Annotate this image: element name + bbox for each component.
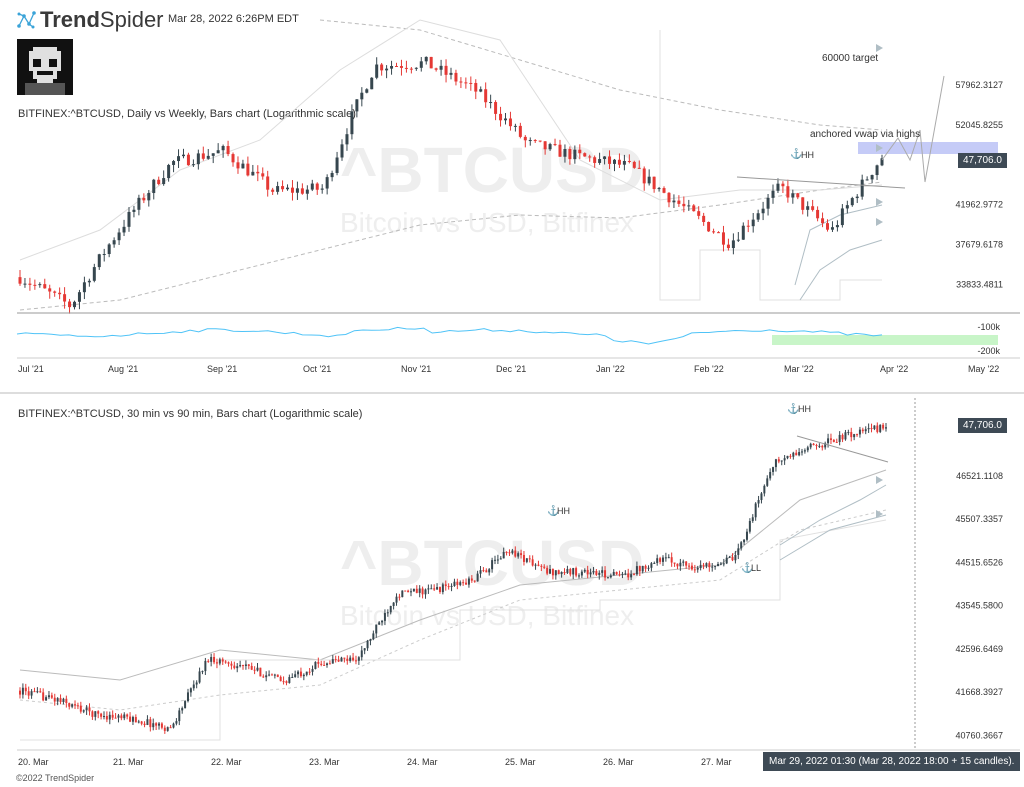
trendspider-logo: TrendSpider	[16, 6, 164, 34]
x-tick-label: 25. Mar	[505, 757, 536, 767]
spider-network-icon	[17, 11, 36, 29]
svg-text:⚓: ⚓	[790, 147, 802, 160]
oscillator-tick-label: -100k	[977, 322, 1000, 332]
ll-label-bottom: LL	[751, 563, 761, 573]
hh-label-top: HH	[801, 150, 814, 160]
projection-path	[881, 75, 945, 183]
y-tick-label: 44515.6526	[955, 557, 1003, 567]
bottom-y-axis: 46521.1108 45507.3357 44515.6526 43545.5800…	[955, 471, 1003, 741]
y-tick-label: 33833.4811	[956, 279, 1003, 289]
x-tick-label: Apr '22	[880, 364, 908, 374]
top-price-bars	[18, 56, 884, 314]
timestamp: Mar 28, 2022 6:26PM EDT	[168, 13, 299, 25]
hh-label-bottom-1: HH	[798, 404, 811, 414]
top-chart-label: BITFINEX:^BTCUSD, Daily vs Weekly, Bars …	[18, 108, 356, 120]
bottom-watermark-name: Bitcoin vs USD, Bitfinex	[340, 600, 634, 631]
x-tick-label: Feb '22	[694, 364, 724, 374]
y-tick-label: 52045.8255	[955, 120, 1003, 130]
bottom-indicator-lines	[19, 469, 887, 741]
svg-text:⚓: ⚓	[547, 504, 559, 517]
svg-text:⚓: ⚓	[787, 402, 799, 415]
bottom-chart-label: BITFINEX:^BTCUSD, 30 min vs 90 min, Bars…	[18, 408, 363, 420]
top-y-axis: 57962.3127 52045.8255 41962.9772 37679.6178…	[955, 80, 1003, 356]
y-tick-label: 40760.3667	[955, 730, 1003, 740]
bottom-last-price: 47,706.0	[958, 418, 1007, 433]
brand-spider: Spider	[99, 7, 164, 32]
x-tick-label: Dec '21	[496, 364, 526, 374]
oscillator-tick-label: -200k	[977, 346, 1000, 356]
x-tick-label: 21. Mar	[113, 757, 144, 767]
resistance-line-bottom	[796, 435, 889, 463]
oscillator-band	[772, 335, 998, 345]
x-tick-label: 27. Mar	[701, 757, 732, 767]
anchor-icon: ⚓	[741, 561, 753, 574]
top-last-price: 47,706.0	[958, 153, 1007, 168]
y-tick-label: 57962.3127	[955, 80, 1003, 90]
brand-trend: Trend	[40, 7, 100, 32]
top-watermark-name: Bitcoin vs USD, Bitfinex	[340, 207, 634, 238]
bottom-price-bars	[19, 422, 887, 734]
y-tick-label: 42596.6469	[955, 644, 1003, 654]
anchor-icon: ⚓	[787, 402, 799, 415]
x-tick-label: Nov '21	[401, 364, 431, 374]
bottom-x-axis: 20. Mar 21. Mar 22. Mar 23. Mar 24. Mar 25. M…	[17, 749, 1020, 767]
y-tick-label: 41668.3927	[955, 687, 1003, 697]
avatar	[17, 39, 73, 95]
price-bar-body	[430, 588, 433, 590]
y-tick-label: 43545.5800	[955, 601, 1003, 611]
vwap-annotation: anchored vwap via highs	[810, 129, 920, 140]
arrow-markers	[876, 44, 883, 226]
x-tick-label: Sep '21	[207, 364, 237, 374]
candle-tooltip: Mar 29, 2022 01:30 (Mar 28, 2022 18:00 +…	[763, 752, 1021, 771]
top-x-axis: Jul '21 Aug '21 Sep '21 Oct '21 Nov '21 Dec '…	[17, 357, 1020, 374]
y-tick-label: 45507.3357	[955, 514, 1003, 524]
hh-label-bottom-2: HH	[557, 506, 570, 516]
x-tick-label: Mar '22	[784, 364, 814, 374]
x-tick-label: Jan '22	[596, 364, 625, 374]
anchor-icon: ⚓	[790, 147, 802, 160]
price-bar-body	[633, 574, 636, 576]
svg-text:⚓: ⚓	[741, 561, 753, 574]
x-tick-label: Oct '21	[303, 364, 331, 374]
x-tick-label: 20. Mar	[18, 757, 49, 767]
arrow-markers	[876, 476, 883, 518]
x-tick-label: Jul '21	[18, 364, 44, 374]
top-indicator-lines	[19, 19, 883, 311]
anchor-icon: ⚓	[547, 504, 559, 517]
y-tick-label: 41962.9772	[955, 200, 1003, 210]
x-tick-label: Aug '21	[108, 364, 138, 374]
copyright: ©2022 TrendSpider	[16, 773, 95, 783]
x-tick-label: May '22	[968, 364, 999, 374]
x-tick-label: 23. Mar	[309, 757, 340, 767]
x-tick-label: 24. Mar	[407, 757, 438, 767]
y-tick-label: 46521.1108	[956, 471, 1003, 481]
x-tick-label: 22. Mar	[211, 757, 242, 767]
x-tick-label: 26. Mar	[603, 757, 634, 767]
resistance-line-top	[736, 176, 906, 189]
target-annotation: 60000 target	[822, 53, 878, 64]
price-bar-body	[114, 717, 117, 719]
oscillator-line	[16, 326, 883, 345]
y-tick-label: 37679.6178	[955, 239, 1003, 249]
top-watermark-symbol: ^BTCUSD	[340, 134, 644, 206]
